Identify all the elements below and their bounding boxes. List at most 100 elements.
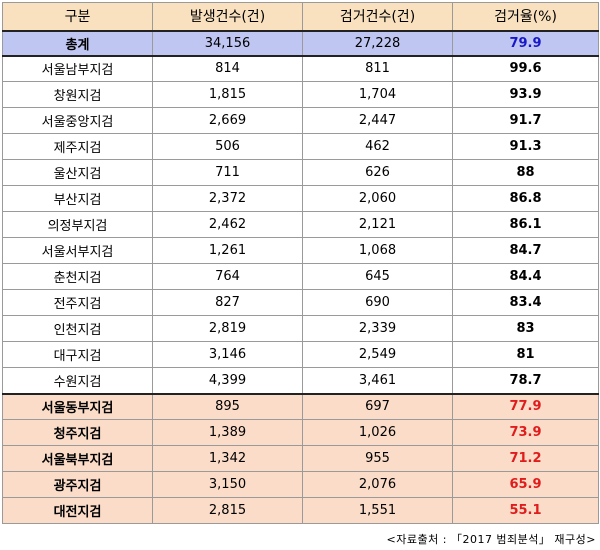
table-row: 서울동부지검 895 697 77.9: [2, 392, 599, 420]
table-row: 서울남부지검 814 811 99.6: [2, 55, 599, 82]
district-name: 울산지검: [2, 159, 153, 186]
arrested-count: 2,121: [302, 211, 453, 238]
table-row: 광주지검 3,150 2,076 65.9: [2, 471, 599, 498]
table-row: 서울중앙지검 2,669 2,447 91.7: [2, 107, 599, 134]
total-occurred: 34,156: [152, 30, 303, 57]
arrest-rate: 99.6: [452, 55, 599, 82]
table-row: 창원지검 1,815 1,704 93.9: [2, 81, 599, 108]
arrest-rate: 93.9: [452, 81, 599, 108]
occurred-count: 3,150: [152, 471, 303, 498]
arrested-count: 626: [302, 159, 453, 186]
arrest-rate: 83: [452, 315, 599, 342]
arrest-rate: 86.1: [452, 211, 599, 238]
arrest-rate: 84.4: [452, 263, 599, 290]
district-name: 서울북부지검: [2, 445, 153, 472]
arrest-rate: 84.7: [452, 237, 599, 264]
arrest-rate: 91.7: [452, 107, 599, 134]
district-name: 서울서부지검: [2, 237, 153, 264]
arrested-count: 2,076: [302, 471, 453, 498]
arrested-count: 2,549: [302, 341, 453, 368]
data-table-container: 구분 발생건수(건) 검거건수(건) 검거율(%) 총계 34,156 27,2…: [2, 2, 599, 524]
arrest-rate: 81: [452, 341, 599, 368]
table-row: 울산지검 711 626 88: [2, 159, 599, 186]
arrested-count: 1,551: [302, 497, 453, 524]
occurred-count: 3,146: [152, 341, 303, 368]
header-rate: 검거율(%): [452, 2, 599, 32]
table-row: 수원지검 4,399 3,461 78.7: [2, 367, 599, 394]
table-row: 대전지검 2,815 1,551 55.1: [2, 497, 599, 524]
header-arrested: 검거건수(건): [302, 2, 453, 32]
occurred-count: 895: [152, 392, 303, 420]
occurred-count: 1,261: [152, 237, 303, 264]
arrest-rate: 91.3: [452, 133, 599, 160]
district-name: 수원지검: [2, 367, 153, 394]
occurred-count: 764: [152, 263, 303, 290]
arrested-count: 811: [302, 55, 453, 82]
occurred-count: 2,815: [152, 497, 303, 524]
table-row: 의정부지검 2,462 2,121 86.1: [2, 211, 599, 238]
occurred-count: 827: [152, 289, 303, 316]
arrest-rate: 83.4: [452, 289, 599, 316]
occurred-count: 814: [152, 55, 303, 82]
arrest-rate: 86.8: [452, 185, 599, 212]
table-row: 부산지검 2,372 2,060 86.8: [2, 185, 599, 212]
district-name: 의정부지검: [2, 211, 153, 238]
occurred-count: 2,669: [152, 107, 303, 134]
arrest-rate: 55.1: [452, 497, 599, 524]
arrest-rate: 78.7: [452, 367, 599, 394]
district-name: 춘천지검: [2, 263, 153, 290]
district-name: 부산지검: [2, 185, 153, 212]
occurred-count: 1,342: [152, 445, 303, 472]
district-name: 창원지검: [2, 81, 153, 108]
district-name: 광주지검: [2, 471, 153, 498]
district-name: 인천지검: [2, 315, 153, 342]
total-label: 총계: [2, 30, 153, 57]
arrested-count: 1,704: [302, 81, 453, 108]
occurred-count: 506: [152, 133, 303, 160]
total-row: 총계 34,156 27,228 79.9: [2, 30, 599, 57]
occurred-count: 711: [152, 159, 303, 186]
arrested-count: 3,461: [302, 367, 453, 394]
arrest-rate: 71.2: [452, 445, 599, 472]
table-row: 서울북부지검 1,342 955 71.2: [2, 445, 599, 472]
district-name: 서울남부지검: [2, 55, 153, 82]
arrested-count: 955: [302, 445, 453, 472]
table-row: 춘천지검 764 645 84.4: [2, 263, 599, 290]
occurred-count: 1,389: [152, 419, 303, 446]
occurred-count: 2,372: [152, 185, 303, 212]
table-row: 서울서부지검 1,261 1,068 84.7: [2, 237, 599, 264]
arrested-count: 1,068: [302, 237, 453, 264]
arrested-count: 690: [302, 289, 453, 316]
table-row: 인천지검 2,819 2,339 83: [2, 315, 599, 342]
header-category: 구분: [2, 2, 153, 32]
total-arrested: 27,228: [302, 30, 453, 57]
occurred-count: 2,819: [152, 315, 303, 342]
arrested-count: 697: [302, 392, 453, 420]
district-name: 서울중앙지검: [2, 107, 153, 134]
arrested-count: 462: [302, 133, 453, 160]
arrest-rate-table: 구분 발생건수(건) 검거건수(건) 검거율(%) 총계 34,156 27,2…: [2, 2, 599, 524]
district-name: 전주지검: [2, 289, 153, 316]
district-name: 청주지검: [2, 419, 153, 446]
district-name: 대전지검: [2, 497, 153, 524]
occurred-count: 2,462: [152, 211, 303, 238]
source-note: <자료출처 : 「2017 범죄분석」 재구성>: [386, 533, 596, 546]
table-row: 대구지검 3,146 2,549 81: [2, 341, 599, 368]
table-row: 청주지검 1,389 1,026 73.9: [2, 419, 599, 446]
occurred-count: 4,399: [152, 367, 303, 394]
arrest-rate: 77.9: [452, 392, 599, 420]
table-row: 전주지검 827 690 83.4: [2, 289, 599, 316]
arrest-rate: 88: [452, 159, 599, 186]
arrested-count: 2,447: [302, 107, 453, 134]
arrested-count: 2,339: [302, 315, 453, 342]
arrested-count: 2,060: [302, 185, 453, 212]
header-occurred: 발생건수(건): [152, 2, 303, 32]
total-rate: 79.9: [452, 30, 599, 57]
district-name: 대구지검: [2, 341, 153, 368]
district-name: 서울동부지검: [2, 392, 153, 420]
arrest-rate: 73.9: [452, 419, 599, 446]
occurred-count: 1,815: [152, 81, 303, 108]
arrested-count: 1,026: [302, 419, 453, 446]
table-row: 제주지검 506 462 91.3: [2, 133, 599, 160]
arrested-count: 645: [302, 263, 453, 290]
